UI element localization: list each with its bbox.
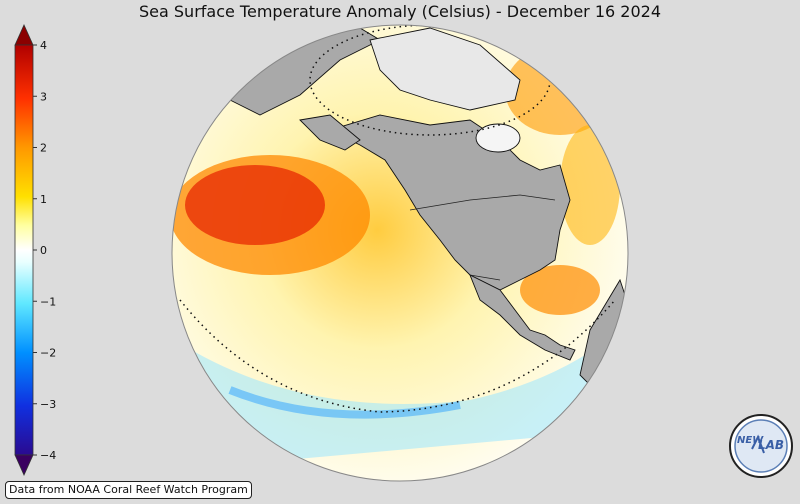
- colorbar-tick-label: −3: [40, 398, 56, 411]
- colorbar-tick-label: 2: [40, 142, 47, 155]
- logo-text-left: NEW: [737, 435, 764, 446]
- border-line-mexico: [469, 274, 501, 281]
- colorbar-tick-label: 1: [40, 193, 47, 206]
- newlab-logo: NEW LAB: [728, 413, 794, 479]
- colorbar-min-arrow: [14, 454, 34, 476]
- cool-anomaly-band: [228, 386, 461, 419]
- logo-text-right: LAB: [758, 438, 784, 452]
- warm-anomaly-gulf: [520, 265, 600, 315]
- colorbar: 4 3 2 1 0 −1 −2 −3 −4: [0, 0, 80, 500]
- logo-mark: [751, 434, 765, 454]
- cool-anomaly-equatorial: [175, 330, 620, 470]
- colorbar-tick-label: 3: [40, 90, 47, 103]
- colorbar-tick-label: −4: [40, 449, 56, 462]
- globe-outline: [171, 24, 629, 482]
- colorbar-tick-label: −1: [40, 295, 56, 308]
- strong-warm-anomaly: [185, 165, 325, 245]
- colorbar-tick-label: 4: [40, 39, 47, 52]
- land-masses: [229, 27, 628, 386]
- warm-anomaly-atlantic: [560, 125, 620, 245]
- data-credit: Data from NOAA Coral Reef Watch Program: [5, 481, 252, 499]
- border-line: [409, 194, 556, 211]
- colorbar-tick-label: −2: [40, 347, 56, 360]
- chart-title: Sea Surface Temperature Anomaly (Celsius…: [139, 2, 661, 21]
- colorbar-tick-label: 0: [40, 244, 47, 257]
